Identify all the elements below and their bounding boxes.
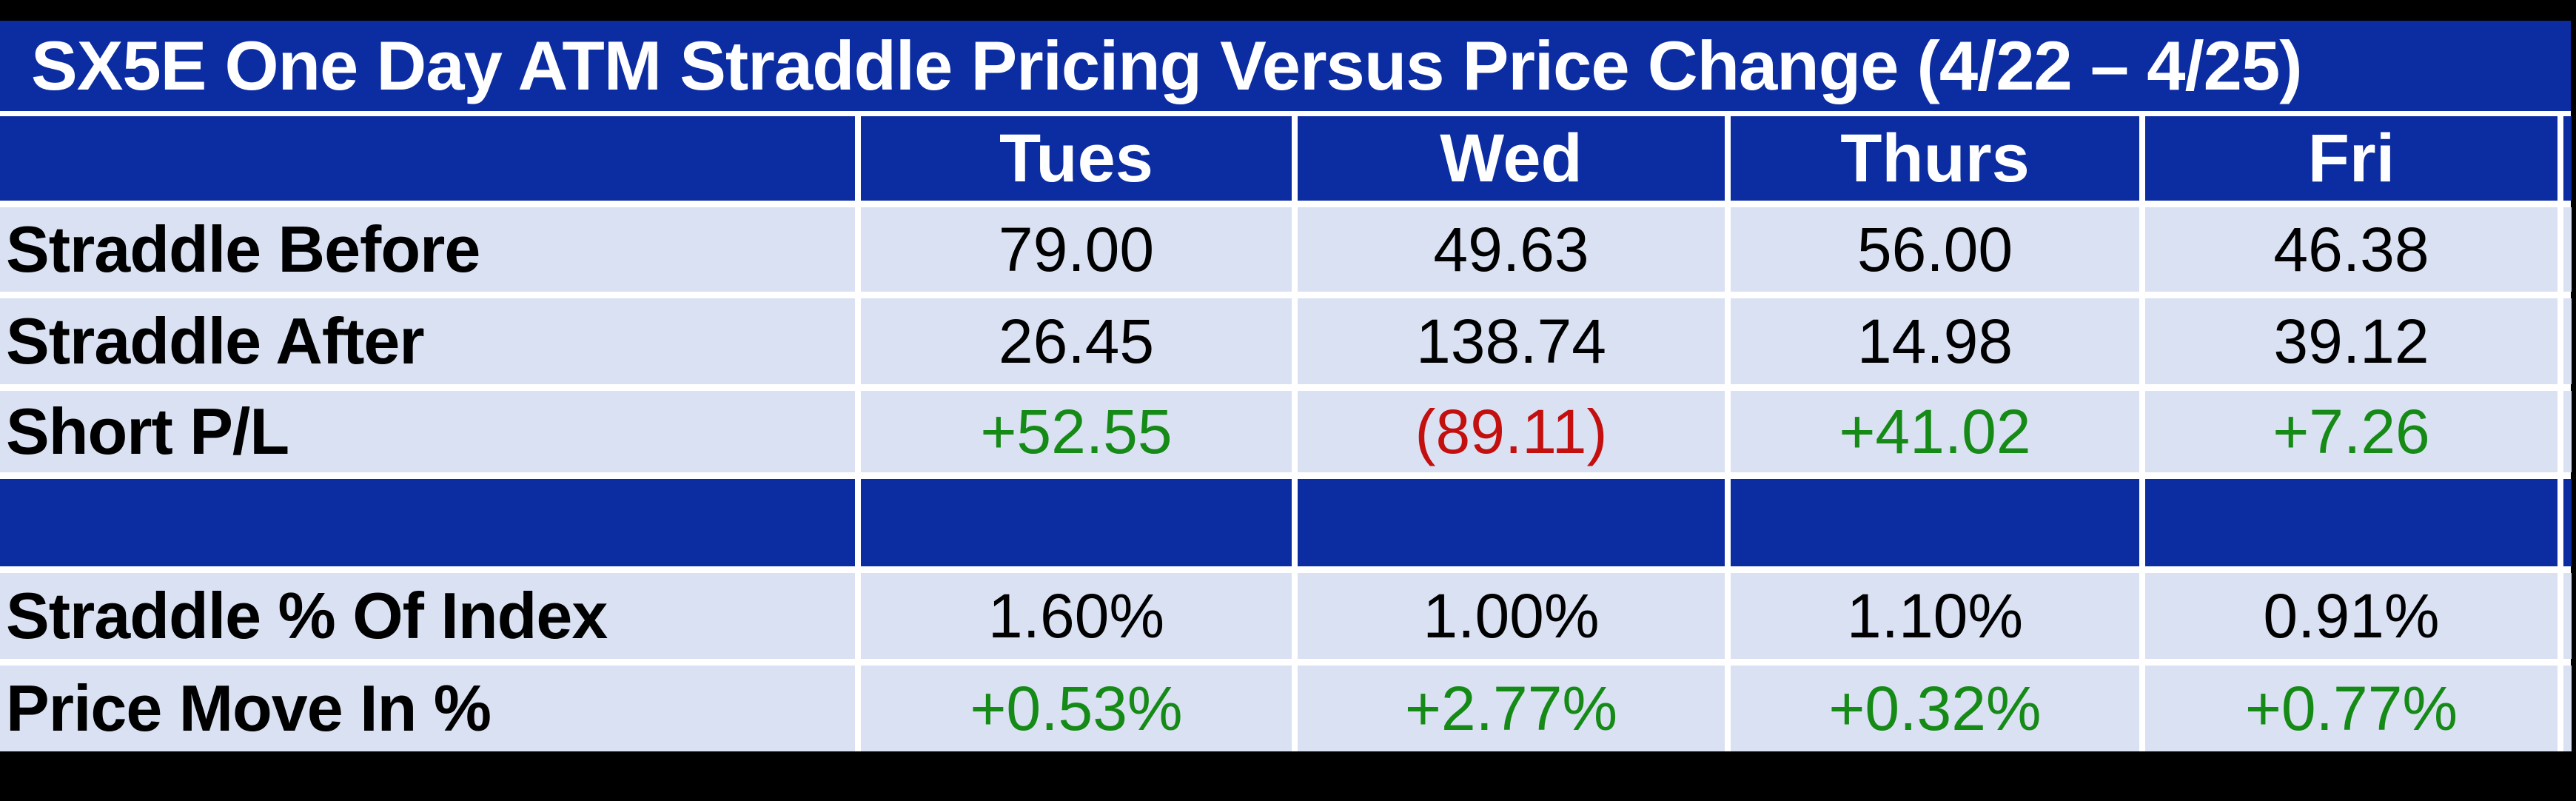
- column-header-wed: Wed: [1298, 116, 1725, 201]
- spacer-cell: [1298, 479, 1725, 566]
- column-header-thurs: Thurs: [1731, 116, 2139, 201]
- value-cell-price-move-fri: +0.77%: [2145, 666, 2557, 751]
- value-cell-price-move-wed: +2.77%: [1298, 666, 1725, 751]
- sliver-cell: [2563, 207, 2572, 292]
- value-cell-straddle-after-wed: 138.74: [1298, 298, 1725, 384]
- value-cell-straddle-after-thurs: 14.98: [1731, 298, 2139, 384]
- table-title-bar: SX5E One Day ATM Straddle Pricing Versus…: [0, 21, 2571, 111]
- row-label-straddle-pct-of-index: Straddle % Of Index: [0, 573, 855, 659]
- spacer-cell: [1731, 479, 2139, 566]
- value-cell-straddle-after-tues: 26.45: [861, 298, 1292, 384]
- value-cell-straddle-after-fri: 39.12: [2145, 298, 2557, 384]
- value-cell-short-pl-tues: +52.55: [861, 391, 1292, 472]
- value-cell-straddle-pct-thurs: 1.10%: [1731, 573, 2139, 659]
- value-cell-short-pl-wed: (89.11): [1298, 391, 1725, 472]
- sliver-cell: [2563, 573, 2572, 659]
- sliver-cell: [2563, 298, 2572, 384]
- value-cell-price-move-thurs: +0.32%: [1731, 666, 2139, 751]
- value-cell-short-pl-fri: +7.26: [2145, 391, 2557, 472]
- value-cell-price-move-tues: +0.53%: [861, 666, 1292, 751]
- column-header-fri: Fri: [2145, 116, 2557, 201]
- column-header-tues: Tues: [861, 116, 1292, 201]
- divider: [0, 111, 2571, 116]
- spacer-cell: [2145, 479, 2557, 566]
- row-label-short-pl: Short P/L: [0, 391, 855, 472]
- value-cell-straddle-before-thurs: 56.00: [1731, 207, 2139, 292]
- row-label-straddle-after: Straddle After: [0, 298, 855, 384]
- value-cell-straddle-before-fri: 46.38: [2145, 207, 2557, 292]
- table-grid: Tues Wed Thurs Fri Straddle Before 79.00…: [0, 116, 2572, 751]
- straddle-pricing-table: SX5E One Day ATM Straddle Pricing Versus…: [0, 21, 2572, 751]
- sliver-cell: [2563, 391, 2572, 472]
- page-title: SX5E One Day ATM Straddle Pricing Versus…: [31, 27, 2303, 104]
- row-label-price-move-in-pct: Price Move In %: [0, 666, 855, 751]
- value-cell-straddle-pct-wed: 1.00%: [1298, 573, 1725, 659]
- sliver-cell: [2563, 666, 2572, 751]
- value-cell-short-pl-thurs: +41.02: [1731, 391, 2139, 472]
- row-label-straddle-before: Straddle Before: [0, 207, 855, 292]
- spacer-cell: [2563, 479, 2572, 566]
- spacer-cell: [0, 479, 855, 566]
- value-cell-straddle-pct-tues: 1.60%: [861, 573, 1292, 659]
- value-cell-straddle-pct-fri: 0.91%: [2145, 573, 2557, 659]
- value-cell-straddle-before-wed: 49.63: [1298, 207, 1725, 292]
- header-cell-sliver: [2563, 116, 2572, 201]
- spacer-cell: [861, 479, 1292, 566]
- value-cell-straddle-before-tues: 79.00: [861, 207, 1292, 292]
- header-cell-blank: [0, 116, 855, 201]
